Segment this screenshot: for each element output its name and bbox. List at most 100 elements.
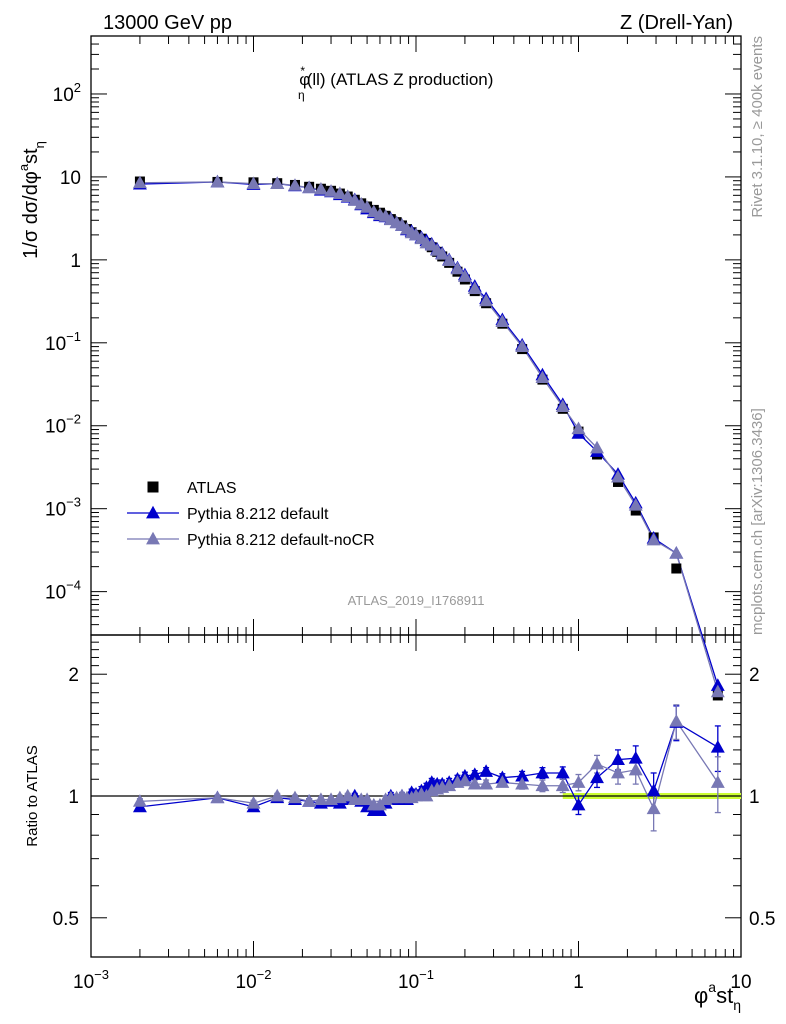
ratio-y-axis-label: Ratio to ATLAS bbox=[24, 745, 41, 846]
ratio-point-series-1 bbox=[515, 776, 530, 790]
data-point-series-2 bbox=[710, 684, 725, 698]
data-point-series-2 bbox=[628, 498, 643, 511]
main-series-layer bbox=[132, 174, 725, 701]
ratio-y-tick-label-left: 0.5 bbox=[53, 909, 79, 930]
ratio-y-tick-label-right: 1 bbox=[749, 787, 760, 808]
ratio-point-series-1 bbox=[555, 778, 570, 792]
ratio-point-series-0 bbox=[467, 767, 482, 780]
ratio-point-series-1 bbox=[302, 794, 317, 807]
ratio-point-series-1 bbox=[669, 714, 684, 727]
ratio-point-series-0 bbox=[535, 765, 550, 779]
data-point-series-2 bbox=[669, 546, 684, 559]
data-point-series-2 bbox=[313, 182, 328, 195]
data-point-series-2 bbox=[132, 175, 147, 189]
legend-label: Pythia 8.212 default bbox=[187, 506, 329, 523]
legend-label: Pythia 8.212 default-noCR bbox=[187, 532, 375, 549]
data-point-series-2 bbox=[302, 180, 317, 194]
data-point-series-2 bbox=[442, 253, 457, 266]
data-point-series-2 bbox=[467, 281, 482, 295]
data-point-series-2 bbox=[590, 440, 604, 454]
data-point-series-2 bbox=[210, 174, 225, 188]
main-y-tick-label: 10 bbox=[60, 168, 81, 189]
rivet-version-label: Rivet 3.1.10, ≥ 400k events bbox=[749, 36, 766, 218]
ratio-point-series-1 bbox=[340, 788, 355, 802]
legend-label: ATLAS bbox=[187, 480, 237, 497]
ratio-point-series-1 bbox=[313, 792, 328, 805]
ratio-point-series-0 bbox=[628, 751, 643, 764]
ratio-point-series-0 bbox=[646, 783, 661, 797]
ratio-point-series-1 bbox=[210, 790, 225, 804]
data-point-series-2 bbox=[571, 421, 586, 435]
ratio-point-series-1 bbox=[495, 775, 510, 788]
ratio-point-series-1 bbox=[479, 776, 494, 790]
data-point-series-2 bbox=[270, 176, 285, 190]
data-point-atlas bbox=[671, 563, 682, 574]
ratio-series-layer bbox=[132, 704, 725, 832]
ratio-point-series-0 bbox=[479, 764, 494, 777]
x-tick-label: 10−3 bbox=[73, 967, 109, 993]
data-point-series-2 bbox=[332, 186, 347, 199]
ratio-y-tick-label-right: 2 bbox=[749, 665, 760, 686]
data-point-series-2 bbox=[288, 178, 302, 191]
ratio-point-series-0 bbox=[590, 770, 604, 784]
data-point-series-1 bbox=[710, 678, 725, 691]
legend: ATLAS Pythia 8.212 default Pythia 8.212 de… bbox=[127, 480, 375, 549]
ratio-point-series-0 bbox=[571, 797, 586, 811]
data-point-series-2 bbox=[515, 339, 530, 352]
ratio-point-series-0 bbox=[515, 768, 530, 782]
ratio-point-series-1 bbox=[132, 794, 147, 807]
main-y-axis-label: 1/σ dσ/dφastη bbox=[16, 141, 47, 259]
main-y-tick-label: 10−4 bbox=[45, 578, 81, 604]
data-point-series-2 bbox=[555, 399, 570, 413]
data-point-series-2 bbox=[435, 247, 450, 260]
ratio-point-series-1 bbox=[535, 778, 550, 792]
ratio-point-series-0 bbox=[611, 752, 625, 766]
x-tick-label: 10−2 bbox=[236, 967, 272, 993]
mcplots-reference-label: mcplots.cern.ch [arXiv:1306.3436] bbox=[749, 408, 766, 635]
x-axis-label: φastη bbox=[694, 979, 741, 1013]
x-tick-label: 10−1 bbox=[398, 967, 434, 993]
ratio-point-series-1 bbox=[571, 775, 586, 788]
data-point-series-2 bbox=[479, 293, 494, 307]
header-left-label: 13000 GeV pp bbox=[103, 12, 232, 34]
main-y-tick-label: 10−3 bbox=[45, 495, 81, 521]
legend-marker-series-1 bbox=[146, 505, 160, 519]
tick-labels-layer: 10−3 10−2 10−1 1 10 10−4 10−3 10−2 10−1 1 10 102 0.5… bbox=[45, 80, 775, 993]
ratio-point-series-1 bbox=[590, 756, 604, 770]
main-y-tick-label: 1 bbox=[70, 251, 81, 272]
data-point-series-2 bbox=[324, 184, 338, 197]
data-point-series-2 bbox=[495, 314, 510, 328]
ratio-point-series-1 bbox=[246, 795, 261, 809]
analysis-id-watermark: ATLAS_2019_I1768911 bbox=[348, 593, 485, 608]
legend-marker-series-2 bbox=[146, 531, 160, 545]
main-plot-title: φ* η(ll) (ATLAS Z production) bbox=[298, 64, 493, 102]
main-y-tick-label: 10−1 bbox=[45, 329, 81, 355]
series-line-2 bbox=[139, 181, 719, 692]
axis-ticks-layer bbox=[90, 35, 742, 958]
data-point-series-2 bbox=[611, 469, 625, 483]
data-point-series-2 bbox=[450, 261, 465, 275]
x-tick-label: 10 bbox=[730, 972, 751, 993]
header-right-label: Z (Drell-Yan) bbox=[620, 12, 733, 34]
data-point-series-2 bbox=[246, 176, 261, 190]
main-y-tick-label: 10−2 bbox=[45, 412, 81, 438]
ratio-point-series-1 bbox=[611, 765, 625, 779]
series-line-1 bbox=[139, 181, 719, 686]
main-y-tick-label: 102 bbox=[53, 80, 81, 106]
ratio-point-series-0 bbox=[555, 765, 570, 779]
ratio-point-series-1 bbox=[467, 776, 482, 790]
ratio-point-series-1 bbox=[288, 790, 302, 804]
ratio-point-series-1 bbox=[628, 762, 643, 776]
ratio-y-tick-label-right: 0.5 bbox=[749, 909, 775, 930]
data-point-series-2 bbox=[340, 189, 355, 202]
ratio-y-tick-label-left: 1 bbox=[68, 787, 79, 808]
ratio-point-series-1 bbox=[360, 792, 375, 805]
ratio-point-series-1 bbox=[646, 801, 661, 815]
data-point-series-2 bbox=[646, 532, 661, 546]
ratio-point-series-1 bbox=[442, 778, 457, 792]
x-tick-label: 1 bbox=[573, 972, 584, 993]
ratio-point-series-1 bbox=[457, 773, 472, 787]
ratio-point-series-1 bbox=[710, 775, 725, 788]
data-point-series-2 bbox=[535, 370, 550, 384]
